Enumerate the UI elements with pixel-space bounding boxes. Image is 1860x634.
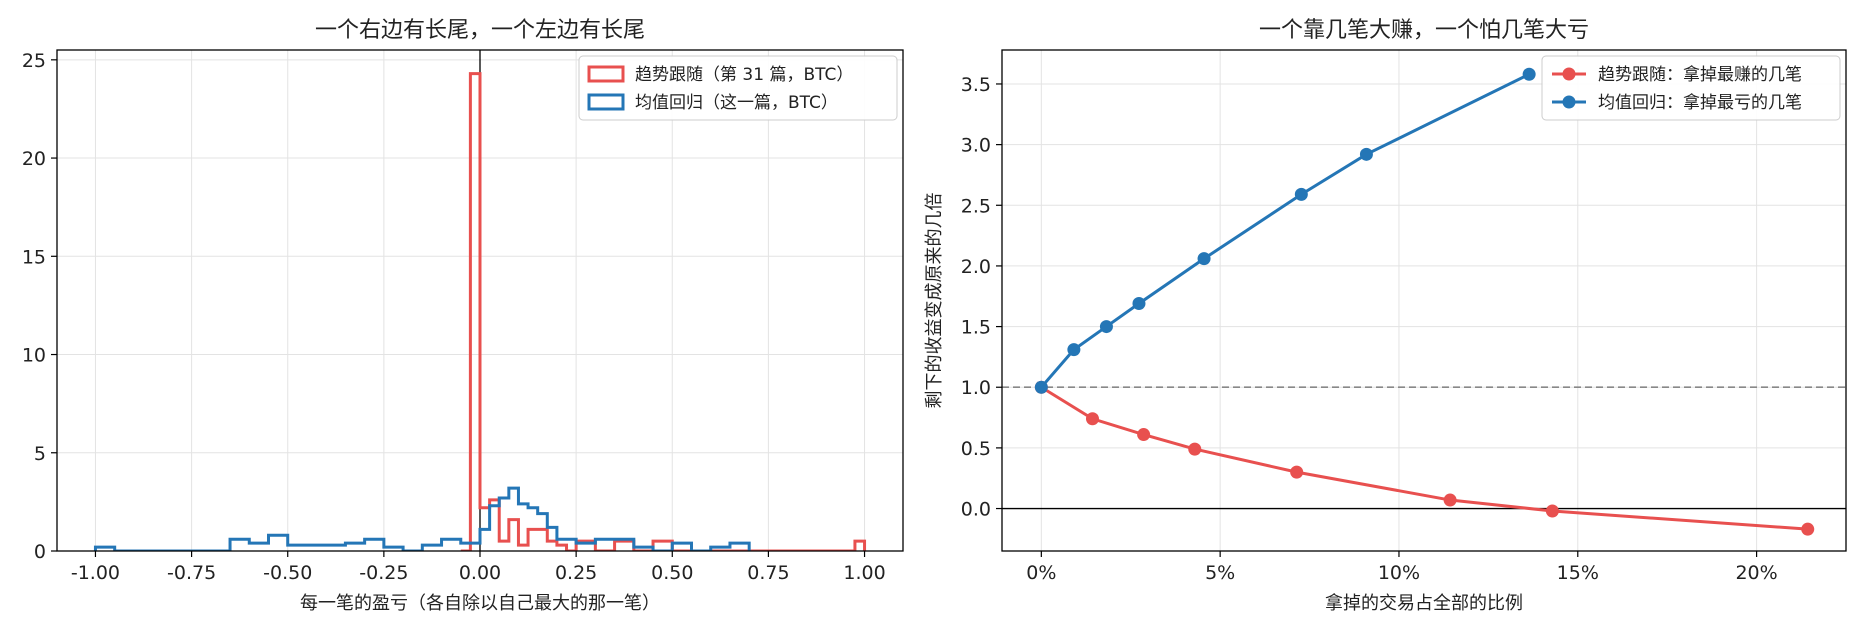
series-1-point (1801, 522, 1815, 536)
series-2-point (1099, 320, 1113, 334)
chart-title: 一个右边有长尾，一个左边有长尾 (315, 18, 645, 43)
y-tick-label: 20 (22, 148, 46, 170)
legend-label-1: 趋势跟随（第 31 篇，BTC） (635, 65, 853, 85)
y-tick-label: 2.0 (961, 256, 991, 278)
y-axis-label: 剩下的收益变成原来的几倍 (924, 193, 945, 409)
series-2-point (1067, 343, 1081, 357)
x-tick-label: -0.75 (167, 562, 216, 584)
legend-marker-1 (1562, 67, 1576, 81)
x-axis-label: 每一笔的盈亏（各自除以自己最大的那一笔） (300, 593, 660, 614)
series-line-2 (1040, 72, 1530, 389)
y-tick-label: 3.0 (961, 135, 991, 157)
x-tick-label: 0% (1026, 562, 1056, 584)
x-tick-label: 0.75 (747, 562, 789, 584)
legend-swatch-2 (587, 93, 625, 111)
legend: 趋势跟随（第 31 篇，BTC） 均值回归（这一篇，BTC） (578, 55, 898, 121)
y-tick-label: 3.5 (961, 74, 991, 96)
x-tick-label: 1.00 (843, 562, 885, 584)
chart-panel-2: 0% 5% 10% 15% 20% 0.0 0.5 1.0 1.5 2.0 2.5 3.0 3.5 一个靠… (924, 18, 1847, 614)
x-tick-label: 5% (1205, 562, 1235, 584)
series-1-point (1545, 504, 1559, 518)
x-tick-label: -0.25 (359, 562, 408, 584)
y-tick-label: 1.5 (961, 317, 991, 339)
x-tick-label: -0.50 (263, 562, 312, 584)
y-tick-label: 0.0 (961, 499, 991, 521)
series-1-point (1290, 465, 1304, 479)
chart-title: 一个靠几笔大赚，一个怕几笔大亏 (1259, 18, 1589, 43)
series-1-point (1443, 493, 1457, 507)
y-tick-label: 5 (34, 443, 46, 465)
plot-area (1002, 67, 1846, 536)
legend-box (1541, 55, 1841, 121)
y-tick-label: 15 (22, 246, 46, 268)
legend-label-2: 均值回归：拿掉最亏的几笔 (1598, 92, 1802, 113)
chart-panel-1: -1.00 -0.75 -0.50 -0.25 0.00 0.25 0.50 0.75 1.00… (22, 18, 904, 614)
x-tick-label: 20% (1735, 562, 1777, 584)
legend-box (578, 55, 898, 121)
x-axis-label: 拿掉的交易占全部的比例 (1325, 592, 1523, 614)
series-2-point (1294, 187, 1308, 201)
series-2-point (1197, 252, 1211, 266)
x-tick-label: 15% (1557, 562, 1599, 584)
series-1-point (1188, 442, 1202, 456)
legend-label-1: 趋势跟随：拿掉最赚的几笔 (1598, 64, 1802, 85)
series-2-point (1132, 297, 1146, 311)
y-tick-label: 2.5 (961, 195, 991, 217)
y-tick-label: 0 (34, 541, 46, 563)
axes-frame (1001, 49, 1847, 552)
series-2-point (1034, 380, 1048, 394)
histogram-step-series-1 (460, 72, 867, 551)
series-1-point (1085, 412, 1099, 426)
x-tick-label: 0.00 (459, 562, 501, 584)
x-tick-label: 10% (1378, 562, 1420, 584)
histogram-step-series-2 (93, 486, 751, 551)
x-tick-label: 0.50 (651, 562, 693, 584)
series-2-point (1522, 67, 1536, 81)
y-tick-label: 0.5 (961, 438, 991, 460)
series-1-point (1137, 428, 1151, 442)
plot-area (93, 50, 867, 551)
series-2-point (1359, 147, 1373, 161)
legend-swatch-1 (587, 65, 625, 83)
x-tick-label: 0.25 (555, 562, 597, 584)
legend-marker-2 (1562, 95, 1576, 109)
y-tick-label: 1.0 (961, 377, 991, 399)
y-tick-label: 10 (22, 345, 46, 367)
series-line-1 (1040, 385, 1808, 531)
x-tick-label: -1.00 (71, 562, 120, 584)
legend-label-2: 均值回归（这一篇，BTC） (635, 93, 838, 113)
y-tick-label: 25 (22, 50, 46, 72)
